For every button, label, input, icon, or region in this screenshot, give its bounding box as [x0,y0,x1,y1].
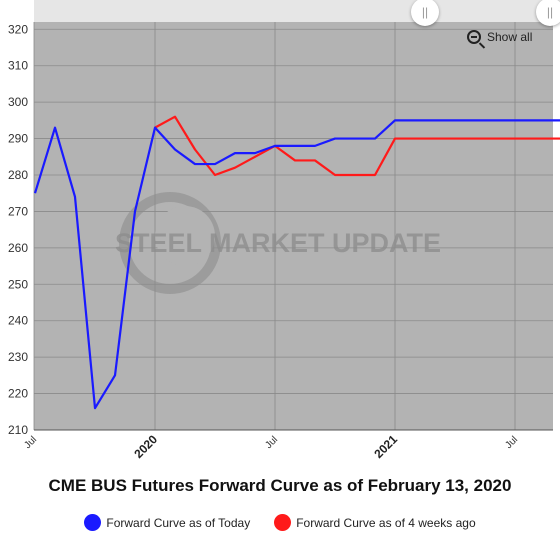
plot-area [34,22,553,430]
x-tick-label: 2020 [131,432,160,461]
series-layer [33,115,560,410]
legend-dot-today [84,514,102,531]
series-line-today [33,119,560,410]
x-axis: Jul 2020 Jul 2021 Jul [22,432,520,461]
watermark-logo-inner [155,206,215,266]
navigator-handle-right[interactable]: || [536,0,560,26]
watermark: STEEL MARKET UPDATE [115,192,441,294]
legend-label-4-weeks-ago: Forward Curve as of 4 weeks ago [296,515,476,530]
legend-dot-4-weeks-ago [274,514,292,531]
y-tick-label: 300 [8,95,28,109]
navigator-handle-left[interactable]: || [411,0,439,26]
y-tick-label: 250 [8,277,28,291]
y-tick-label: 320 [8,22,28,36]
chart-title: CME BUS Futures Forward Curve as of Febr… [48,476,512,495]
y-tick-label: 220 [8,387,28,401]
series-line-4-weeks-ago [154,115,560,177]
y-tick-label: 240 [8,314,28,328]
legend-label-today: Forward Curve as of Today [106,515,251,530]
y-tick-label: 260 [8,241,28,255]
y-tick-label: 310 [8,59,28,73]
zoom-out-icon [467,30,481,44]
chart: STEEL MARKET UPDATE 210 220 230 240 250 260 27… [8,0,560,461]
navigator-bar[interactable] [34,0,560,22]
y-tick-label: 230 [8,350,28,364]
y-axis: 210 220 230 240 250 260 270 280 290 300 310 320 [8,22,28,437]
show-all-button[interactable]: Show all [467,30,532,44]
legend-item-4-weeks-ago[interactable]: Forward Curve as of 4 weeks ago [274,514,476,531]
show-all-label: Show all [487,30,533,44]
y-tick-label: 280 [8,168,28,182]
legend-item-today[interactable]: Forward Curve as of Today [84,514,250,531]
x-tick-label: Jul [503,434,520,451]
legend: Forward Curve as of Today Forward Curve … [0,514,560,531]
x-tick-label: Jul [263,434,280,451]
y-tick-label: 270 [8,204,28,218]
x-tick-label: 2021 [371,432,400,461]
y-tick-label: 210 [8,423,28,437]
watermark-text: STEEL MARKET UPDATE [115,228,441,258]
watermark-logo-ring [119,192,221,294]
y-tick-label: 290 [8,132,28,146]
